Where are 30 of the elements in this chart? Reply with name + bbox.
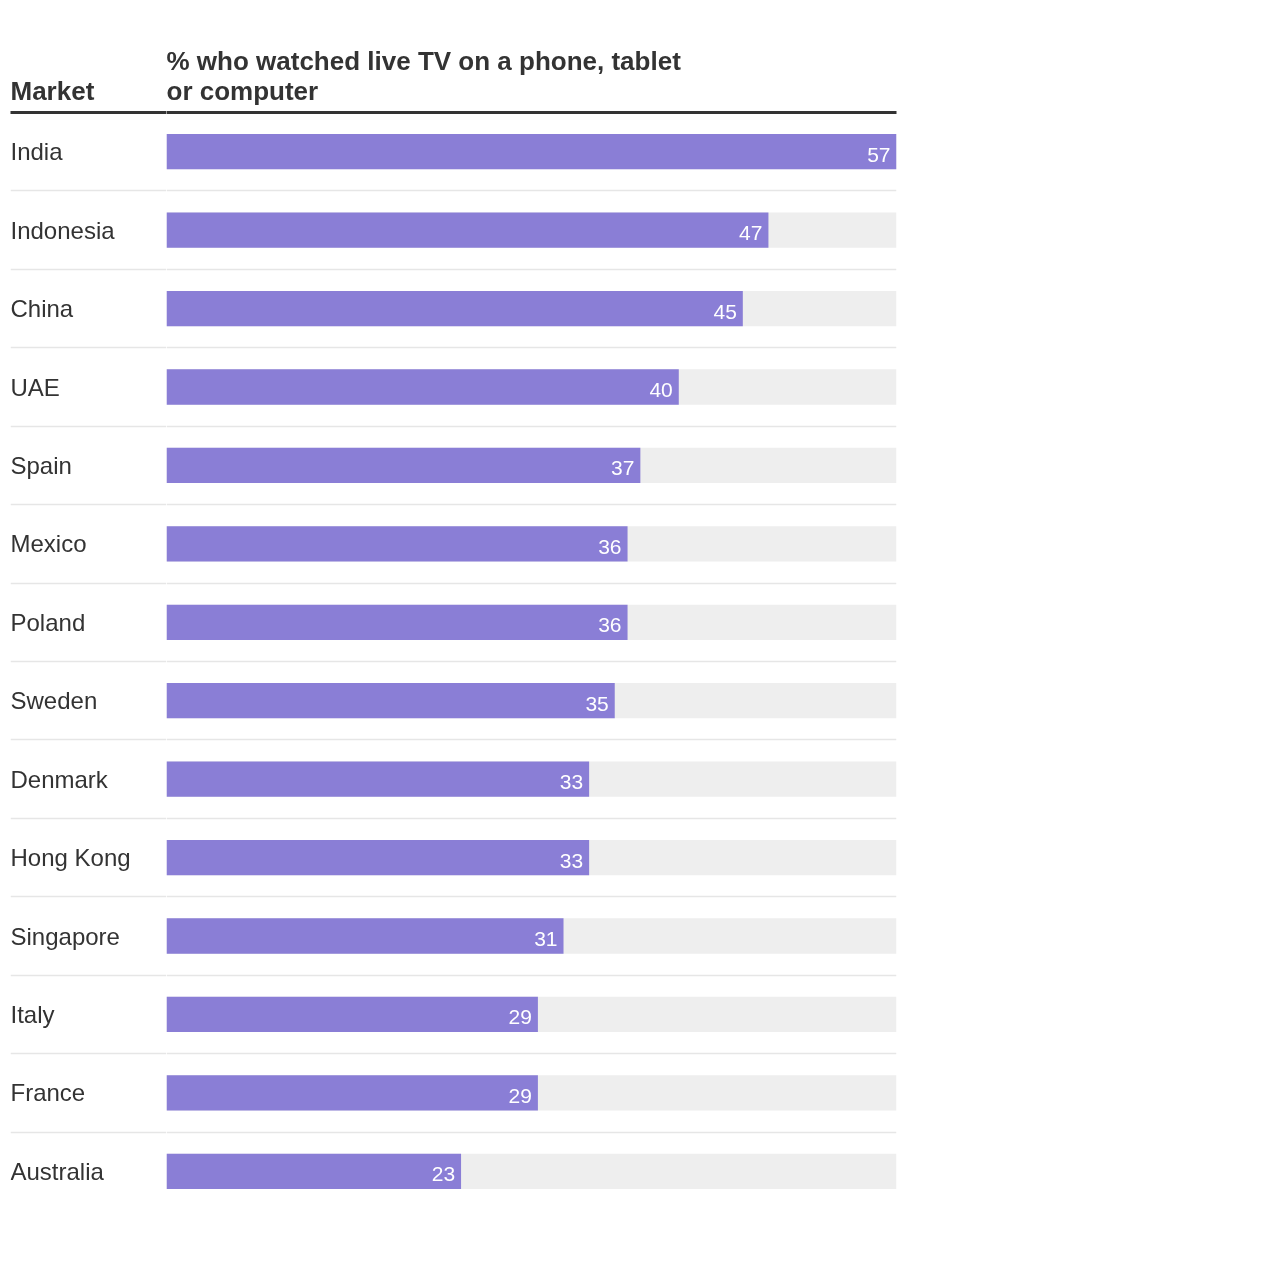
data-label: 33 bbox=[559, 770, 584, 794]
y-tick-label: Hong Kong bbox=[10, 844, 131, 872]
y-tick-label: France bbox=[10, 1079, 86, 1107]
y-tick-label: Spain bbox=[10, 451, 72, 479]
data-label: 40 bbox=[649, 378, 673, 401]
data-label: 45 bbox=[713, 299, 737, 323]
data-label: 29 bbox=[508, 1005, 532, 1029]
data-label: 57 bbox=[867, 142, 891, 166]
data-label: 29 bbox=[508, 1083, 532, 1107]
y-tick-label: Italy bbox=[10, 1000, 55, 1028]
y-tick-label: UAE bbox=[10, 373, 60, 401]
data-label: 36 bbox=[598, 534, 622, 558]
y-tick-label: Sweden bbox=[10, 687, 98, 715]
y-axis-title: Market bbox=[10, 75, 95, 106]
data-label: 23 bbox=[431, 1162, 456, 1186]
y-tick-label: China bbox=[10, 295, 74, 323]
y-tick-label: Denmark bbox=[10, 765, 109, 793]
y-tick-label: India bbox=[10, 138, 64, 166]
y-tick-label: Singapore bbox=[10, 922, 120, 950]
chart-title: % who watched live TV on a phone, tablet or computer bbox=[166, 45, 682, 106]
y-tick-label: Australia bbox=[10, 1157, 105, 1185]
y-tick-label: Indonesia bbox=[10, 216, 116, 244]
y-tick-label: Mexico bbox=[10, 530, 87, 558]
y-tick-label: Poland bbox=[10, 608, 86, 636]
data-label: 37 bbox=[611, 456, 635, 480]
data-label: 47 bbox=[739, 221, 763, 245]
data-label: 31 bbox=[534, 927, 558, 950]
data-label: 36 bbox=[598, 613, 622, 637]
data-label: 33 bbox=[559, 848, 584, 872]
data-label: 35 bbox=[585, 691, 609, 715]
